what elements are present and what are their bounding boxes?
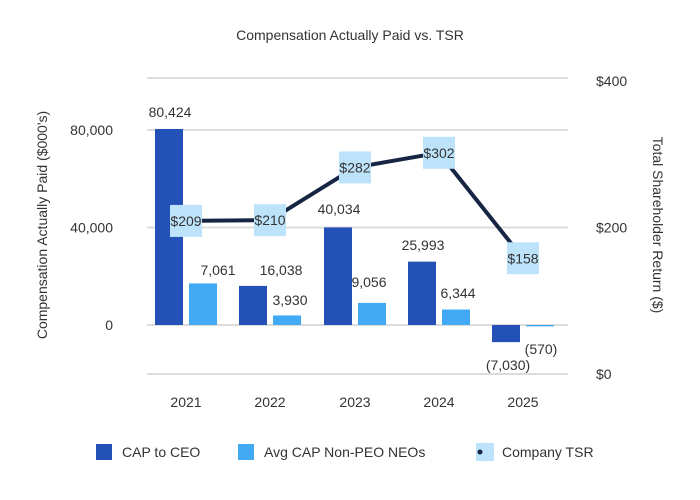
y-axis-label: Compensation Actually Paid ($000's) [34,111,50,339]
avg-neo-label: 9,056 [351,274,386,290]
cap-ceo-label: 40,034 [318,201,361,217]
y2-tick-label: $200 [596,220,627,236]
cap-ceo-bar [492,325,520,343]
cap-ceo-label: 80,424 [149,104,192,120]
cap-ceo-bar [239,285,267,325]
avg-neo-label: (570) [525,341,558,357]
chart-title: Compensation Actually Paid vs. TSR [236,27,464,43]
avg-neo-label: 7,061 [200,262,235,278]
tsr-label: $210 [254,212,285,228]
legend-swatch-avg-neo [238,444,254,460]
tsr-label: $302 [423,145,454,161]
tsr-label-box [254,204,286,237]
y2-tick-label: $400 [596,73,627,89]
bars [155,128,554,343]
legend-label-tsr: Company TSR [502,444,594,460]
legend: CAP to CEO Avg CAP Non-PEO NEOs Company TS… [96,443,594,461]
bar-labels: 80,424 16,038 40,034 25,993 (7,030) 7,061 3,93… [149,104,558,373]
x-axis: 2021 2022 2023 2024 2025 [170,394,538,410]
tsr-label-box [423,136,455,169]
y2-tick-label: $0 [596,366,612,382]
x-tick-label: 2023 [339,394,370,410]
avg-neo-bar [189,283,217,325]
tsr-label: $209 [170,213,201,229]
avg-neo-label: 3,930 [272,292,307,308]
x-tick-label: 2024 [423,394,454,410]
x-tick-label: 2025 [507,394,538,410]
right-axis: $0 $200 $400 [596,73,627,382]
x-tick-label: 2022 [254,394,285,410]
legend-label-cap-ceo: CAP to CEO [122,444,200,460]
legend-label-avg-neo: Avg CAP Non-PEO NEOs [264,444,425,460]
y-tick-label: 0 [105,317,113,333]
tsr-label-box [170,204,202,237]
cap-ceo-label: 25,993 [402,237,445,253]
tsr-label-box [507,242,539,275]
avg-neo-bar [442,309,470,325]
y2-axis-label: Total Shareholder Return ($) [650,137,666,314]
cap-ceo-label: 16,038 [260,262,303,278]
left-axis: 0 40,000 80,000 [70,122,113,333]
legend-swatch-tsr-dot [477,449,483,455]
cap-ceo-bar [324,227,352,325]
cap-ceo-bar [408,261,436,325]
cap-ceo-label: (7,030) [486,357,530,373]
x-tick-label: 2021 [170,394,201,410]
tsr-label-box [339,151,371,184]
avg-neo-bar [526,325,554,327]
y-tick-label: 40,000 [70,220,113,236]
avg-neo-bar [273,315,301,325]
tsr-label: $158 [507,250,538,266]
avg-neo-label: 6,344 [440,285,475,301]
tsr-line: $209 $210 $282 $302 $158 [170,136,539,275]
legend-swatch-cap-ceo [96,444,112,460]
tsr-label: $282 [339,159,370,175]
avg-neo-bar [358,302,386,325]
y-tick-label: 80,000 [70,122,113,138]
legend-swatch-tsr-box [476,443,494,461]
